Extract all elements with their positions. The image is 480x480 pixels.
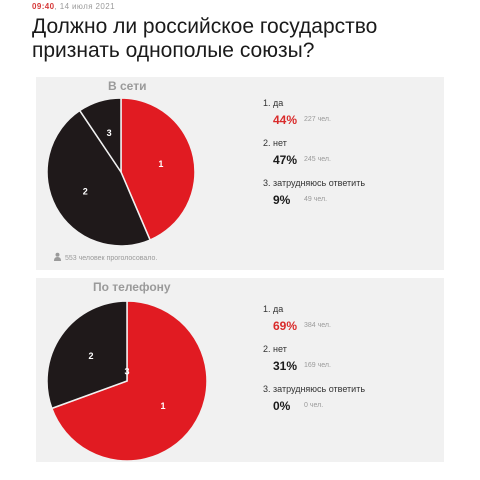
voters-count: 553 человек проголосовало. bbox=[53, 252, 157, 262]
person-icon bbox=[53, 252, 62, 261]
option-number: 3. bbox=[263, 178, 271, 188]
results-list: 1. да 44% 227 чел. 2. нет 47% 245 чел. 3… bbox=[263, 98, 438, 218]
option-number: 3. bbox=[263, 384, 271, 394]
option-label: нет bbox=[273, 138, 287, 148]
option-label: да bbox=[273, 98, 284, 108]
slice-label-1: 1 bbox=[158, 159, 163, 169]
publish-time: 09:40 bbox=[32, 2, 55, 11]
poll-panel-phone: По телефону 1 2 3 1. да 69% 384 чел. 2. не… bbox=[36, 278, 444, 462]
option-label: нет bbox=[273, 344, 287, 354]
option-count: 245 чел. bbox=[304, 156, 331, 163]
option-count: 227 чел. bbox=[304, 116, 331, 123]
pie-slice-1[interactable] bbox=[50, 300, 208, 462]
option-label: да bbox=[273, 304, 284, 314]
poll-option: 1. да 44% 227 чел. bbox=[263, 98, 438, 138]
option-count: 0 чел. bbox=[304, 402, 324, 409]
poll-panel-online: В сети 1 2 3 1. да 44% 227 чел. 2. нет 47%… bbox=[36, 77, 444, 270]
article-meta: 09:40, 14 июля 2021 bbox=[32, 2, 115, 11]
option-percent: 69% bbox=[273, 319, 298, 333]
slice-label-3: 3 bbox=[124, 366, 129, 376]
pie-chart-online: 1 2 3 bbox=[46, 97, 196, 247]
pie-slice-3[interactable] bbox=[78, 97, 122, 175]
option-number: 1. bbox=[263, 98, 271, 108]
slice-label-3: 3 bbox=[107, 128, 112, 138]
pie-chart-phone: 1 2 3 bbox=[46, 300, 208, 462]
option-percent: 47% bbox=[273, 153, 298, 167]
option-number: 1. bbox=[263, 304, 271, 314]
slice-label-1: 1 bbox=[161, 401, 166, 411]
poll-option: 2. нет 47% 245 чел. bbox=[263, 138, 438, 178]
poll-option: 3. затрудняюсь ответить 9% 49 чел. bbox=[263, 178, 438, 218]
poll-option: 2. нет 31% 169 чел. bbox=[263, 344, 438, 384]
results-list: 1. да 69% 384 чел. 2. нет 31% 169 чел. 3… bbox=[263, 304, 438, 424]
pie-slice-1[interactable] bbox=[120, 97, 196, 242]
meta-separator: , bbox=[54, 2, 58, 11]
slice-label-2: 2 bbox=[83, 186, 88, 196]
option-number: 2. bbox=[263, 138, 271, 148]
option-number: 2. bbox=[263, 344, 271, 354]
option-percent: 44% bbox=[273, 113, 298, 127]
option-label: затрудняюсь ответить bbox=[273, 178, 366, 188]
option-percent: 0% bbox=[273, 399, 291, 413]
voters-text: 553 человек проголосовало. bbox=[65, 255, 158, 262]
pie-slice-2[interactable] bbox=[46, 300, 128, 410]
option-percent: 31% bbox=[273, 359, 298, 373]
poll-option: 1. да 69% 384 чел. bbox=[263, 304, 438, 344]
publish-date: 14 июля 2021 bbox=[59, 2, 115, 11]
option-count: 384 чел. bbox=[304, 322, 331, 329]
slice-label-2: 2 bbox=[88, 351, 93, 361]
option-count: 49 чел. bbox=[304, 196, 328, 203]
option-percent: 9% bbox=[273, 193, 291, 207]
poll-title: По телефону bbox=[93, 280, 171, 294]
pie-slice-2[interactable] bbox=[46, 109, 152, 247]
option-count: 169 чел. bbox=[304, 362, 331, 369]
page-title: Должно ли российское государство признат… bbox=[32, 15, 378, 62]
poll-option: 3. затрудняюсь ответить 0% 0 чел. bbox=[263, 384, 438, 424]
poll-title: В сети bbox=[108, 79, 147, 93]
option-label: затрудняюсь ответить bbox=[273, 384, 366, 394]
